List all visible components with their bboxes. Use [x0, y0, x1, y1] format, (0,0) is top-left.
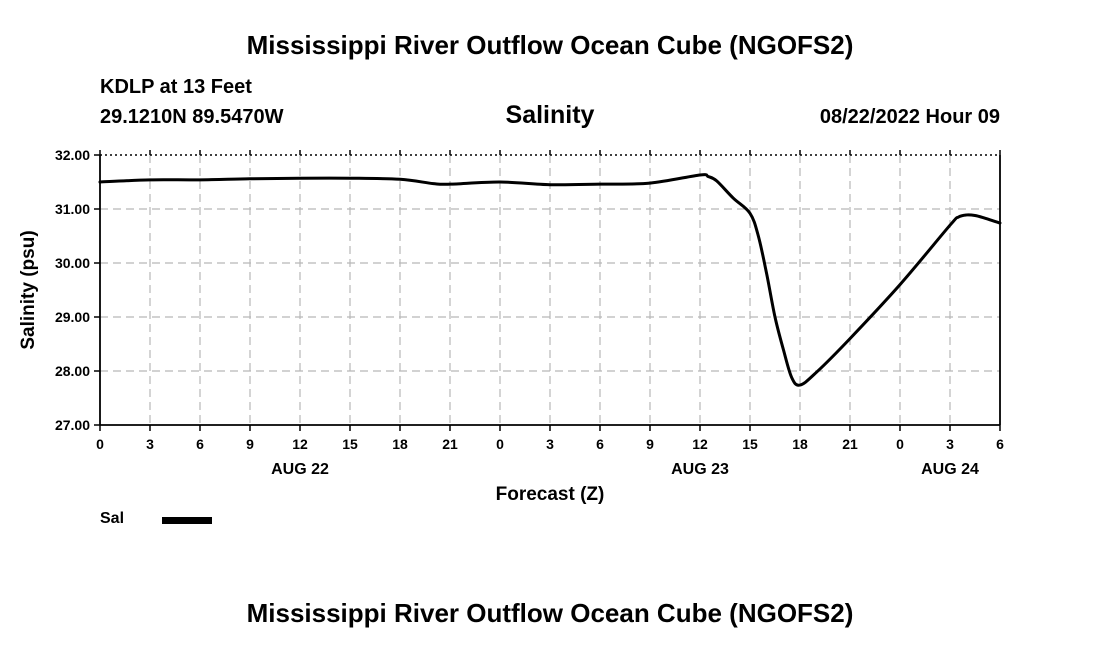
series-layer	[98, 173, 1002, 387]
x-tick-label: 12	[292, 436, 308, 452]
x-tick-label: 6	[996, 436, 1004, 452]
x-tick-label: 3	[146, 436, 154, 452]
x-tick-label: 12	[692, 436, 708, 452]
label-layer: 27.00 28.00 29.00 30.00 31.00 32.00 0 3 6 9 12 15 18…	[55, 147, 1004, 478]
x-tick-label: 0	[96, 436, 104, 452]
y-tick-label: 30.00	[55, 255, 90, 271]
y-tick-label: 29.00	[55, 309, 90, 325]
x-tick-label: 21	[842, 436, 858, 452]
x-tick-label: 18	[392, 436, 408, 452]
station-coordinates: 29.1210N 89.5470W	[100, 106, 284, 128]
x-tick-label: 3	[946, 436, 954, 452]
x-tick-label: 21	[442, 436, 458, 452]
forecast-run-time: 08/22/2022 Hour 09	[819, 106, 1000, 128]
x-tick-label: 0	[496, 436, 504, 452]
x-tick-label: 3	[546, 436, 554, 452]
date-label: AUG 24	[921, 461, 979, 478]
x-tick-label: 0	[896, 436, 904, 452]
chart-title: Salinity	[505, 101, 595, 129]
x-tick-label: 9	[246, 436, 254, 452]
x-tick-label: 18	[792, 436, 808, 452]
series-line-sal	[98, 173, 1002, 387]
legend-swatch	[162, 517, 212, 524]
y-tick-label: 28.00	[55, 363, 90, 379]
y-axis-title: Salinity (psu)	[18, 230, 39, 349]
legend-label: Sal	[100, 510, 125, 527]
y-tick-label: 32.00	[55, 147, 90, 163]
station-label: KDLP at 13 Feet	[100, 76, 252, 98]
y-tick-label: 31.00	[55, 201, 90, 217]
x-tick-label: 6	[596, 436, 604, 452]
x-axis-title: Forecast (Z)	[496, 484, 605, 505]
x-tick-label: 15	[742, 436, 758, 452]
y-tick-label: 27.00	[55, 417, 90, 433]
grid-layer	[100, 155, 1000, 425]
x-tick-label: 9	[646, 436, 654, 452]
axis-layer	[94, 150, 1001, 431]
bottom-title: Mississippi River Outflow Ocean Cube (NG…	[246, 598, 854, 628]
date-label: AUG 22	[271, 461, 329, 478]
x-tick-label: 6	[196, 436, 204, 452]
date-label: AUG 23	[671, 461, 729, 478]
main-title: Mississippi River Outflow Ocean Cube (NG…	[246, 30, 854, 60]
x-tick-label: 15	[342, 436, 358, 452]
